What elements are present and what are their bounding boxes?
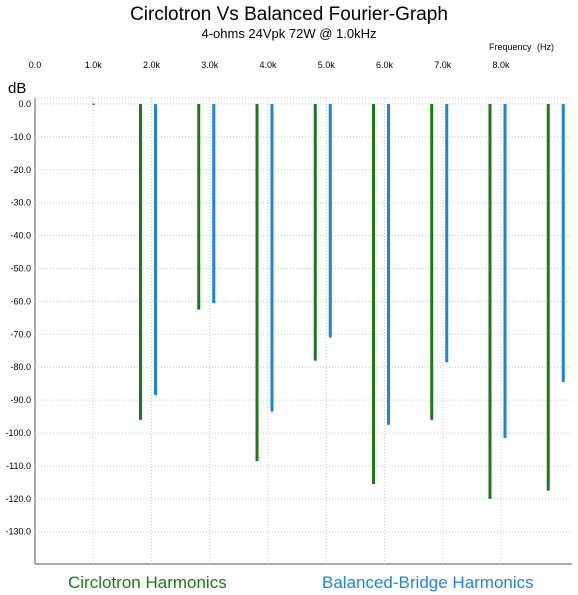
x-tick-label: 1.0k — [85, 60, 103, 70]
axis-labels: dB Frequency (Hz) 0.0 -10.0 -20.0 -30.0 -40.… — [5, 42, 554, 537]
circlotron-harmonic-bar — [372, 104, 375, 484]
x-tick-label: 4.0k — [259, 60, 277, 70]
balanced-harmonic-bar — [270, 104, 274, 412]
y-tick-label: -130.0 — [5, 527, 31, 537]
chart-title: Circlotron Vs Balanced Fourier-Graph — [130, 4, 448, 25]
y-tick-label: -40.0 — [10, 231, 31, 241]
x-tick-label: 3.0k — [201, 60, 219, 70]
x-axis-unit: (Hz) — [537, 42, 554, 52]
y-tick-label: -110.0 — [6, 461, 31, 471]
circlotron-harmonic-bar — [139, 104, 142, 420]
x-tick-label: 8.0k — [492, 60, 510, 70]
circlotron-harmonic-bar — [430, 104, 434, 420]
y-tick-label: -60.0 — [10, 296, 31, 306]
y-tick-label: -20.0 — [10, 165, 31, 175]
x-tick-label: 0.0 — [29, 60, 42, 70]
circlotron-harmonic-bar — [197, 104, 201, 310]
x-tick-label: 5.0k — [318, 60, 336, 70]
circlotron-harmonic-bar — [546, 104, 550, 491]
y-tick-label: -10.0 — [10, 132, 31, 142]
x-tick-label: 6.0k — [376, 60, 394, 70]
x-tick-label: 7.0k — [434, 60, 452, 70]
y-tick-label: -50.0 — [10, 264, 31, 274]
fundamental-marker — [92, 103, 95, 105]
balanced-harmonic-bar — [503, 104, 507, 438]
y-tick-label: -100.0 — [5, 428, 31, 438]
legend-circlotron: Circlotron Harmonics — [68, 573, 227, 592]
balanced-harmonic-bar — [445, 104, 449, 363]
y-tick-label: -90.0 — [10, 395, 31, 405]
circlotron-harmonic-bar — [313, 104, 317, 361]
y-axis-label: dB — [8, 80, 26, 97]
y-tick-label: 0.0 — [18, 99, 31, 109]
legend-balanced: Balanced-Bridge Harmonics — [322, 573, 534, 592]
chart-subtitle: 4-ohms 24Vpk 72W @ 1.0kHz — [201, 26, 377, 41]
balanced-harmonic-bar — [387, 104, 390, 425]
balanced-harmonic-bar — [561, 104, 565, 383]
x-tick-label: 2.0k — [143, 60, 161, 70]
grid — [34, 97, 572, 565]
circlotron-harmonic-bar — [488, 104, 492, 499]
circlotron-harmonic-bar — [255, 104, 259, 461]
y-tick-label: -70.0 — [10, 329, 31, 339]
balanced-harmonic-bar — [212, 104, 216, 304]
balanced-harmonic-bar — [154, 104, 157, 396]
y-tick-label: -120.0 — [5, 494, 31, 504]
y-tick-label: -30.0 — [10, 198, 31, 208]
bars — [92, 103, 565, 499]
x-axis-label: Frequency — [489, 42, 532, 52]
balanced-harmonic-bar — [328, 104, 332, 338]
y-tick-label: -80.0 — [10, 362, 31, 372]
